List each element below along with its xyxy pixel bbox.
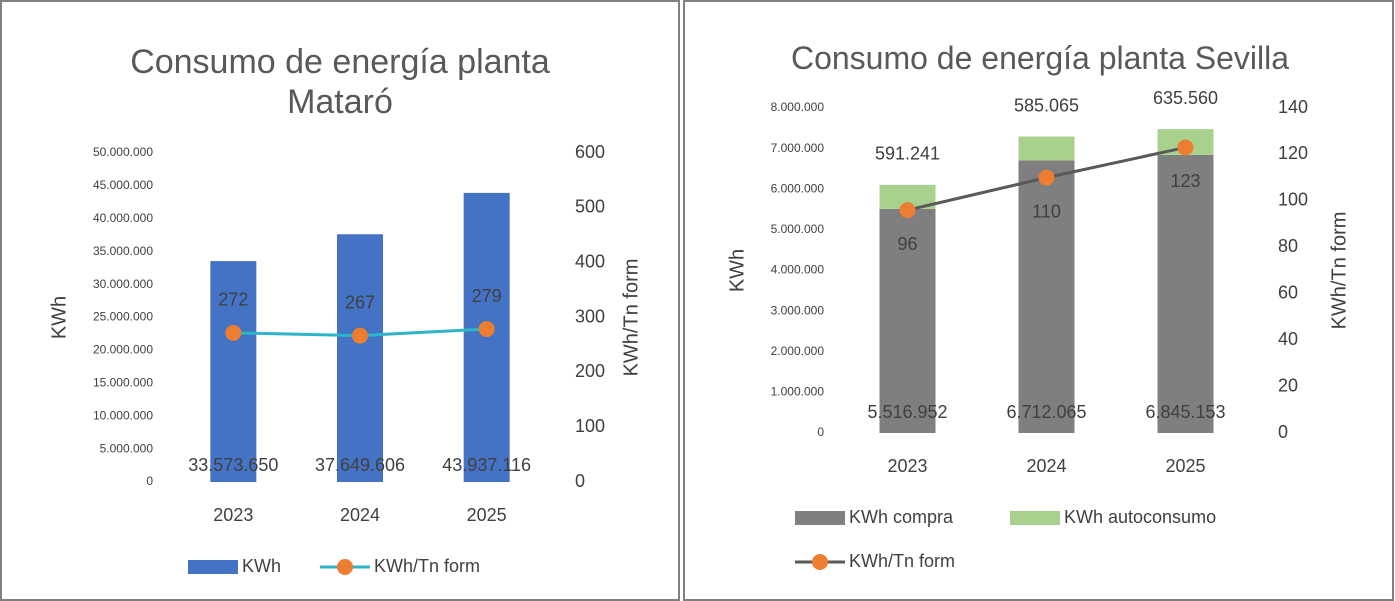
data-label: 6.845.153 xyxy=(1145,402,1225,422)
data-label: 5.516.952 xyxy=(867,402,947,422)
bar xyxy=(337,234,383,482)
y-axis-label: KWh xyxy=(48,296,70,339)
data-label: 585.065 xyxy=(1014,95,1079,115)
y-tick-label: 50.000.000 xyxy=(93,145,153,159)
data-label: 43.937.116 xyxy=(442,455,531,475)
y2-tick-label: 40 xyxy=(1278,329,1298,349)
data-label: 123 xyxy=(1170,171,1200,191)
y-axis-label: KWh xyxy=(726,249,748,292)
y-tick-label: 2.000.000 xyxy=(771,344,825,358)
marker xyxy=(1038,169,1055,186)
legend-swatch xyxy=(188,560,238,574)
marker xyxy=(225,324,242,341)
y-tick-label: 0 xyxy=(146,474,153,488)
data-label: 272 xyxy=(218,290,248,310)
legend-swatch xyxy=(1010,511,1060,525)
chart-title: Consumo de energía planta Mataró xyxy=(130,43,550,121)
y2-tick-label: 400 xyxy=(575,251,605,271)
x-tick-label: 2024 xyxy=(1026,456,1066,476)
y2-tick-label: 100 xyxy=(1278,190,1308,210)
y2-tick-label: 100 xyxy=(575,416,605,436)
marker xyxy=(352,327,368,344)
y2-axis-label: KWh/Tn form xyxy=(1328,212,1350,330)
y2-tick-label: 300 xyxy=(575,306,605,326)
y2-tick-label: 0 xyxy=(575,471,585,491)
marker xyxy=(478,321,495,338)
legend-swatch xyxy=(795,511,845,525)
y2-tick-label: 500 xyxy=(575,197,605,217)
bar xyxy=(1018,160,1075,433)
y-tick-label: 15.000.000 xyxy=(93,375,153,389)
legend-swatch xyxy=(337,559,353,575)
chart-title: Consumo de energía planta Sevilla xyxy=(790,40,1290,76)
x-tick-label: 2023 xyxy=(213,505,253,525)
y2-tick-label: 20 xyxy=(1278,375,1298,395)
legend-swatch xyxy=(812,554,828,570)
data-label: 591.241 xyxy=(875,144,940,164)
y2-tick-label: 120 xyxy=(1278,143,1308,163)
y-tick-label: 35.000.000 xyxy=(93,244,153,258)
y-tick-label: 40.000.000 xyxy=(93,211,153,225)
bar xyxy=(1157,154,1214,434)
y2-tick-label: 0 xyxy=(1278,422,1288,442)
data-label: 33.573.650 xyxy=(188,455,278,475)
y-tick-label: 8.000.000 xyxy=(771,100,825,114)
y-tick-label: 10.000.000 xyxy=(93,408,153,422)
bar xyxy=(463,192,510,482)
legend-label: KWh/Tn form xyxy=(849,551,955,571)
data-label: 96 xyxy=(897,234,917,254)
marker xyxy=(899,202,916,219)
legend-label: KWh compra xyxy=(849,507,954,527)
panel-border xyxy=(683,0,1394,601)
bar xyxy=(879,208,936,433)
marker xyxy=(1177,139,1194,156)
y-tick-label: 45.000.000 xyxy=(93,178,153,192)
data-label: 110 xyxy=(1032,201,1061,221)
y-tick-label: 3.000.000 xyxy=(771,303,825,317)
bar xyxy=(1018,136,1075,161)
y-tick-label: 6.000.000 xyxy=(771,181,825,195)
y-tick-label: 5.000.000 xyxy=(771,222,825,236)
data-label: 6.712.065 xyxy=(1006,402,1086,422)
y2-tick-label: 140 xyxy=(1278,97,1308,117)
y2-axis-label: KWh/Tn form xyxy=(620,259,642,377)
y-tick-label: 7.000.000 xyxy=(771,141,825,155)
y-tick-label: 1.000.000 xyxy=(771,385,825,399)
y-tick-label: 20.000.000 xyxy=(93,343,153,357)
y-tick-label: 25.000.000 xyxy=(93,310,153,324)
y2-tick-label: 80 xyxy=(1278,236,1298,256)
x-tick-label: 2024 xyxy=(340,505,380,525)
y2-tick-label: 600 xyxy=(575,142,605,162)
legend-label: KWh autoconsumo xyxy=(1064,507,1216,527)
panel-border xyxy=(0,0,680,601)
y2-tick-label: 200 xyxy=(575,361,605,381)
data-label: 635.560 xyxy=(1153,88,1218,108)
legend-label: KWh xyxy=(242,556,281,576)
bar xyxy=(210,261,257,482)
y-tick-label: 0 xyxy=(817,425,824,439)
legend-label: KWh/Tn form xyxy=(374,556,480,576)
y-tick-label: 4.000.000 xyxy=(771,263,825,277)
data-label: 279 xyxy=(472,286,502,306)
y-tick-label: 30.000.000 xyxy=(93,277,153,291)
x-tick-label: 2023 xyxy=(887,456,927,476)
data-label: 267 xyxy=(345,292,375,312)
data-label: 37.649.606 xyxy=(315,455,405,475)
y2-tick-label: 60 xyxy=(1278,282,1298,302)
y-tick-label: 5.000.000 xyxy=(100,441,154,455)
x-tick-label: 2025 xyxy=(1165,456,1205,476)
x-tick-label: 2025 xyxy=(467,505,507,525)
